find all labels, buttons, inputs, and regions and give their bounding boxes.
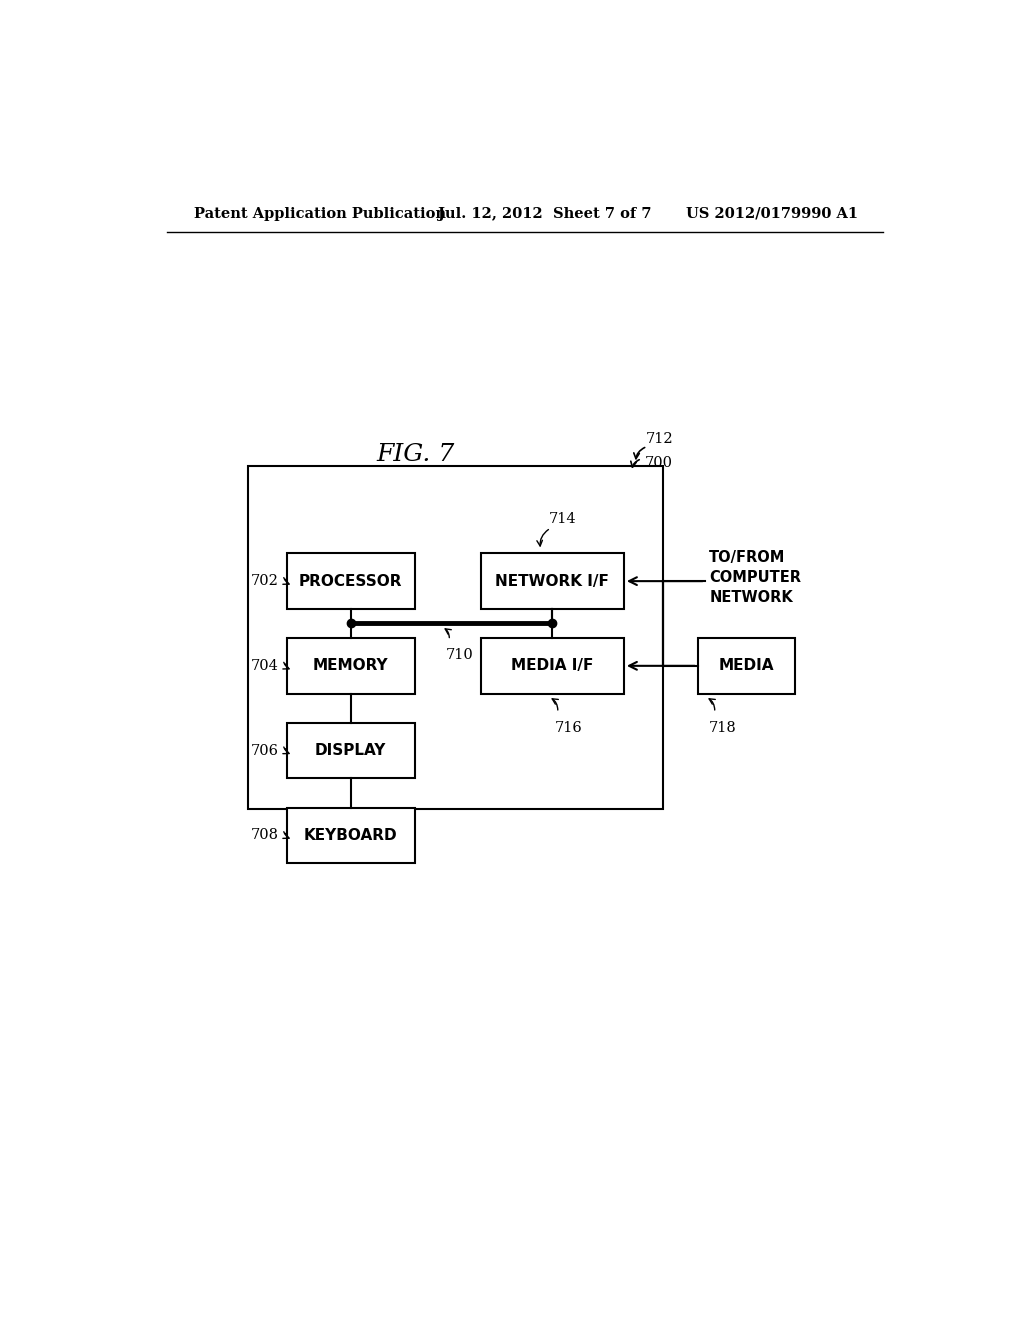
Text: Jul. 12, 2012  Sheet 7 of 7: Jul. 12, 2012 Sheet 7 of 7 — [438, 207, 651, 220]
Text: PROCESSOR: PROCESSOR — [299, 574, 402, 589]
Bar — [287, 553, 415, 609]
Bar — [248, 466, 663, 809]
Bar — [287, 808, 415, 863]
Text: 716: 716 — [555, 721, 583, 734]
Text: 708: 708 — [251, 828, 280, 842]
Text: 714: 714 — [549, 512, 577, 527]
Bar — [480, 638, 624, 693]
Text: FIG. 7: FIG. 7 — [376, 444, 455, 466]
Text: 700: 700 — [645, 455, 673, 470]
Text: TO/FROM
COMPUTER
NETWORK: TO/FROM COMPUTER NETWORK — [710, 550, 801, 605]
Text: US 2012/0179990 A1: US 2012/0179990 A1 — [686, 207, 858, 220]
Text: NETWORK I/F: NETWORK I/F — [496, 574, 609, 589]
Text: KEYBOARD: KEYBOARD — [304, 828, 397, 842]
Text: DISPLAY: DISPLAY — [315, 743, 386, 758]
Text: MEMORY: MEMORY — [313, 659, 389, 673]
Bar — [480, 553, 624, 609]
Text: 718: 718 — [710, 721, 737, 734]
Text: MEDIA I/F: MEDIA I/F — [511, 659, 594, 673]
Text: 702: 702 — [251, 574, 280, 589]
Bar — [697, 638, 795, 693]
Text: Patent Application Publication: Patent Application Publication — [194, 207, 445, 220]
Text: 712: 712 — [646, 432, 674, 446]
Text: MEDIA: MEDIA — [718, 659, 774, 673]
Bar — [287, 638, 415, 693]
Bar — [287, 723, 415, 779]
Text: 704: 704 — [251, 659, 280, 673]
Text: 706: 706 — [251, 743, 280, 758]
Text: 710: 710 — [445, 648, 473, 663]
